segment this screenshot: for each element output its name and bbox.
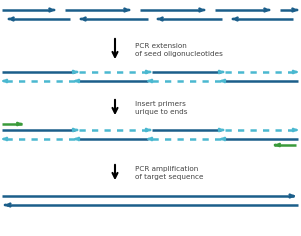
- Text: PCR amplification
of target sequence: PCR amplification of target sequence: [135, 166, 203, 180]
- Text: PCR extension
of seed oligonucleotides: PCR extension of seed oligonucleotides: [135, 43, 223, 57]
- Text: Insert primers
urique to ends: Insert primers urique to ends: [135, 101, 188, 115]
